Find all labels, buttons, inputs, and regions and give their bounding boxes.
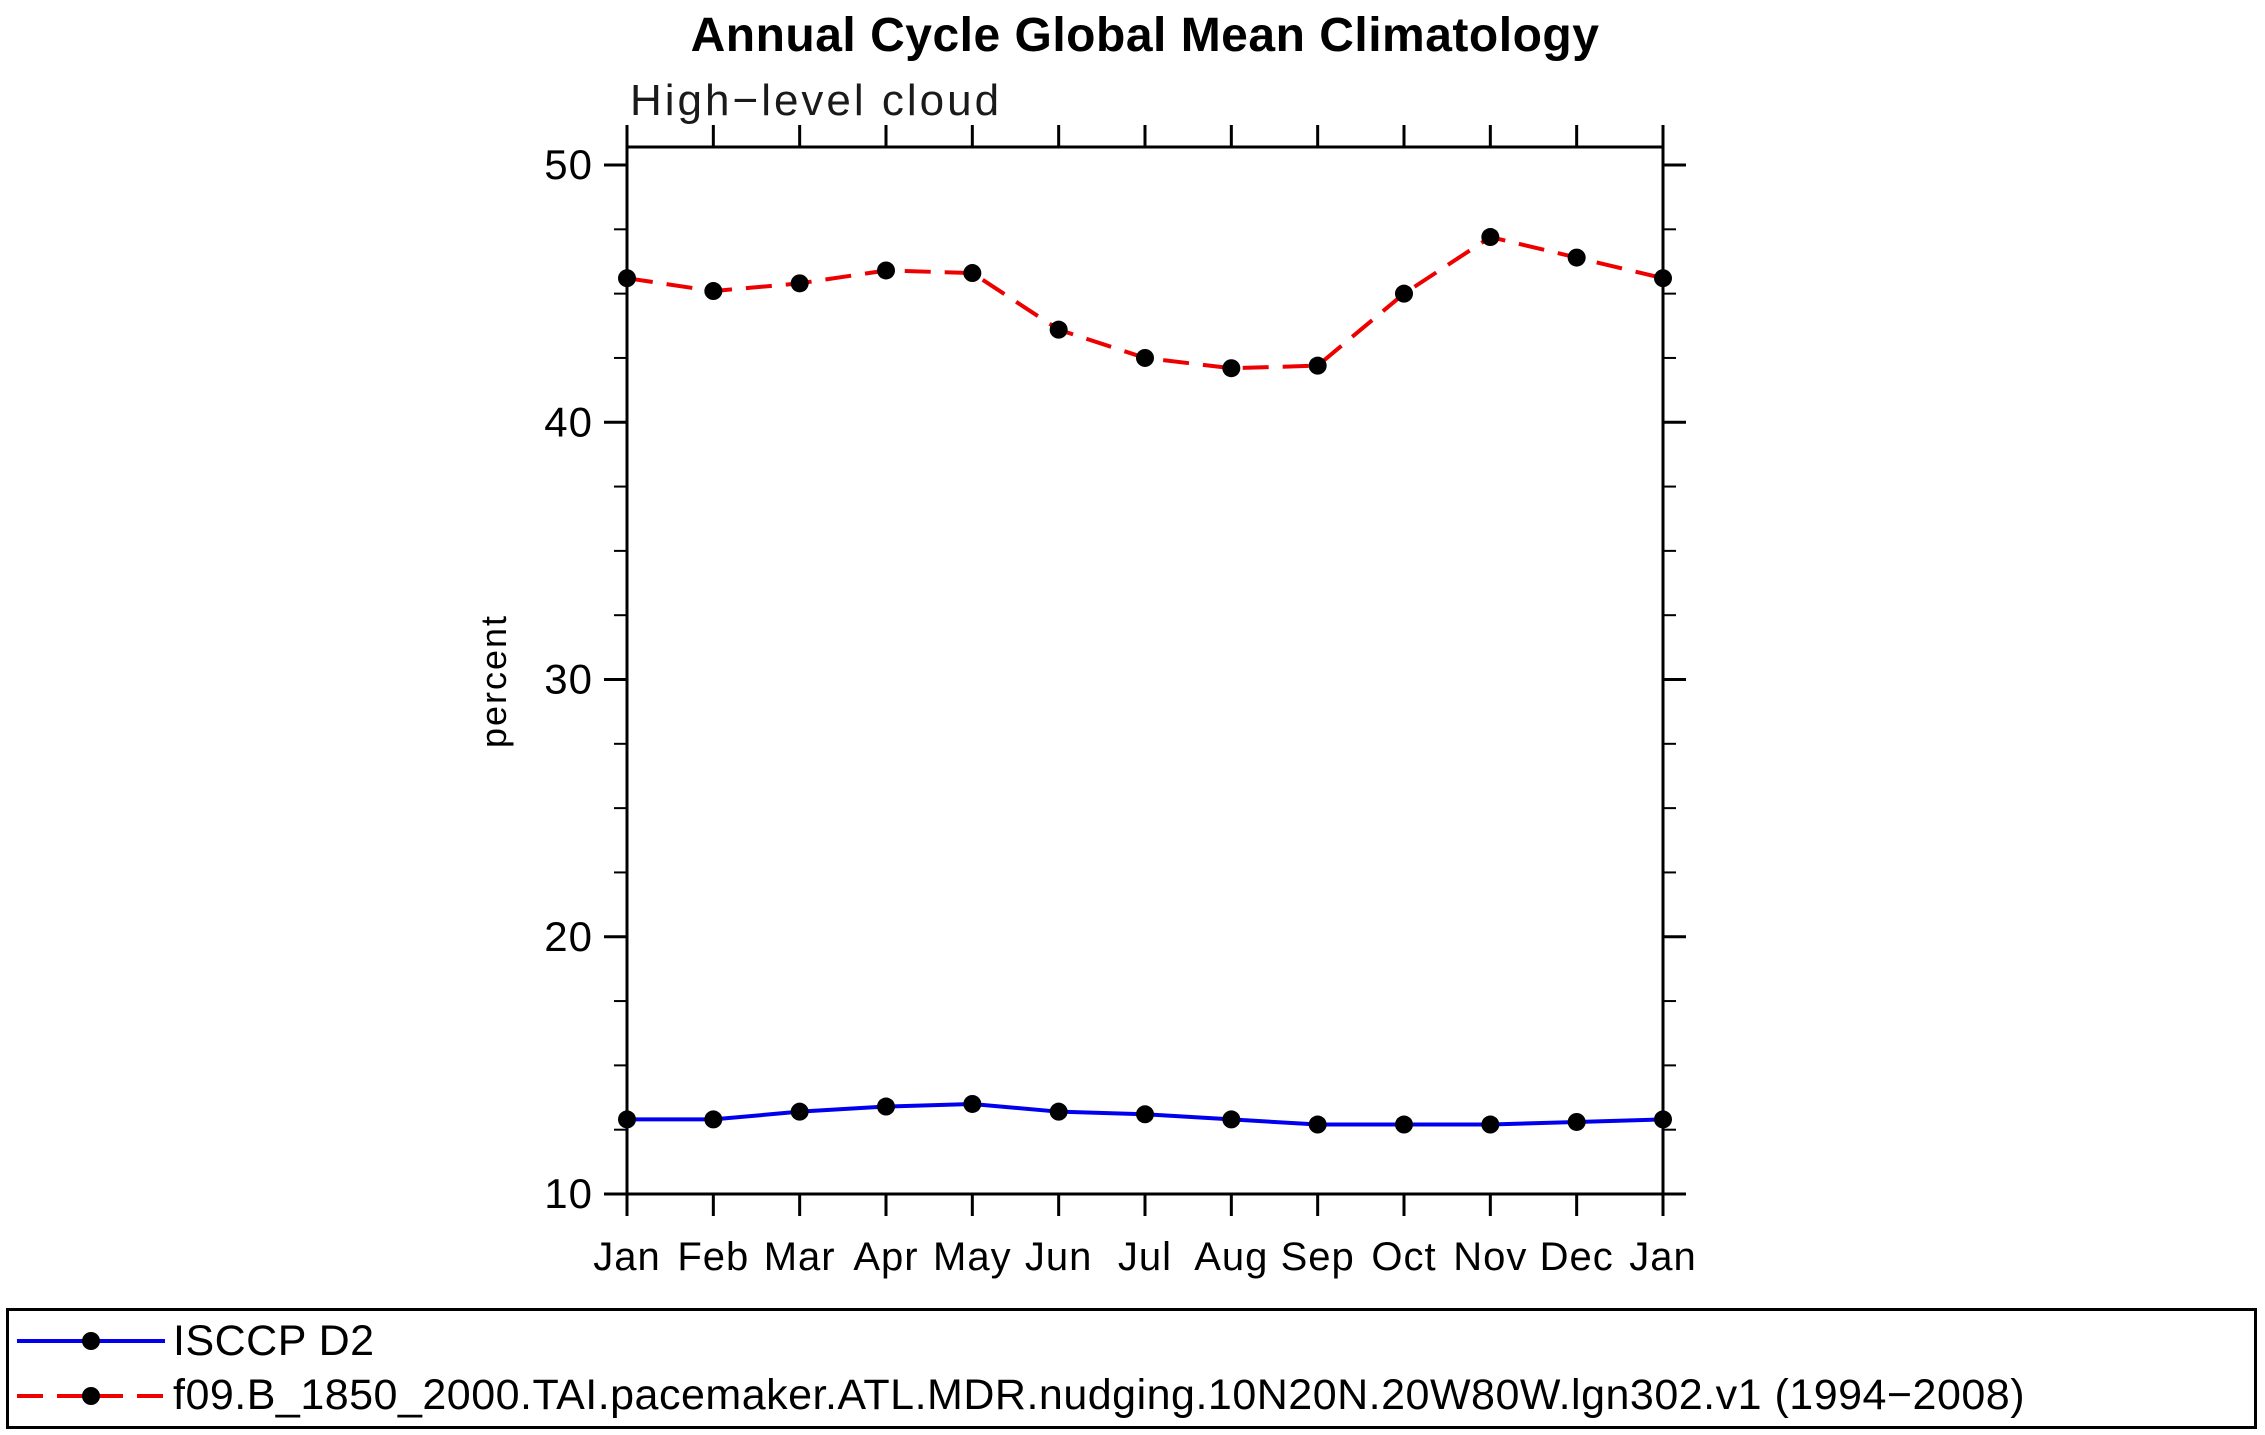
data-point-marker <box>1395 284 1413 303</box>
data-point-marker <box>790 274 809 293</box>
data-point-marker <box>1395 1115 1413 1134</box>
data-point-marker <box>1136 348 1154 367</box>
legend-line-sample-isccp <box>17 1332 165 1351</box>
data-point-marker <box>877 1097 895 1116</box>
legend-label-isccp: ISCCP D2 <box>173 1316 375 1365</box>
legend-sample-marker <box>82 1386 100 1405</box>
x-axis-tick-label: Sep <box>1281 1235 1355 1279</box>
x-axis-tick-label: Dec <box>1540 1235 1614 1279</box>
plot-border <box>625 145 1665 1196</box>
y-axis-tick-label: 40 <box>544 398 593 445</box>
data-point-marker <box>1308 356 1327 375</box>
y-axis-tick-label: 30 <box>544 656 593 703</box>
x-axis-tick-label: Apr <box>853 1235 918 1279</box>
data-point-marker <box>1136 1105 1154 1124</box>
data-point-marker <box>1654 1110 1672 1129</box>
x-axis-tick-label: Feb <box>677 1235 749 1279</box>
data-point-marker <box>1049 1102 1068 1121</box>
x-axis-tick-label: Aug <box>1194 1235 1268 1279</box>
x-axis-tick-label: Jan <box>1629 1235 1697 1279</box>
chart-subtitle: High−level cloud <box>630 76 1003 125</box>
legend-item-model: f09.B_1850_2000.TAI.pacemaker.ATL.MDR.nu… <box>15 1371 2254 1420</box>
data-point-marker <box>618 269 636 288</box>
legend-box: ISCCP D2 f09.B_1850_2000.TAI.pacemaker.A… <box>6 1308 2257 1429</box>
chart-title: Annual Cycle Global Mean Climatology <box>690 9 1600 62</box>
legend-item-isccp: ISCCP D2 <box>15 1317 2254 1366</box>
data-point-marker <box>1481 1115 1500 1134</box>
data-point-marker <box>1481 228 1500 247</box>
y-axis-tick-label: 20 <box>544 913 593 960</box>
series-line-1 <box>626 234 1664 371</box>
data-point-marker <box>963 1094 982 1113</box>
legend-sample-marker <box>82 1332 100 1351</box>
data-point-marker <box>704 1110 723 1129</box>
x-axis-tick-label: Nov <box>1453 1235 1527 1279</box>
x-axis-tick-label: Oct <box>1371 1235 1436 1279</box>
data-point-marker <box>618 1110 636 1129</box>
y-axis-tick-label: 10 <box>544 1170 593 1217</box>
data-point-marker <box>1049 320 1068 339</box>
x-axis-tick-label: Jul <box>1118 1235 1172 1279</box>
legend-line-sample-model <box>17 1386 165 1405</box>
x-axis-tick-label: Mar <box>764 1235 836 1279</box>
data-point-marker <box>1654 269 1672 288</box>
data-point-marker <box>877 261 895 280</box>
legend-label-model: f09.B_1850_2000.TAI.pacemaker.ATL.MDR.nu… <box>173 1371 2026 1420</box>
data-point-marker <box>790 1102 809 1121</box>
data-point-marker <box>1222 359 1241 378</box>
data-point-marker <box>963 264 982 283</box>
y-axis-tick-label: 50 <box>544 141 593 188</box>
data-point-marker <box>704 282 723 301</box>
data-point-marker <box>1567 248 1586 267</box>
data-point-marker <box>1567 1112 1586 1131</box>
data-point-marker <box>1308 1115 1327 1134</box>
x-axis-tick-label: May <box>933 1235 1012 1279</box>
x-axis-tick-label: Jun <box>1025 1235 1093 1279</box>
data-point-marker <box>1222 1110 1241 1129</box>
x-axis-tick-label: Jan <box>593 1235 661 1279</box>
